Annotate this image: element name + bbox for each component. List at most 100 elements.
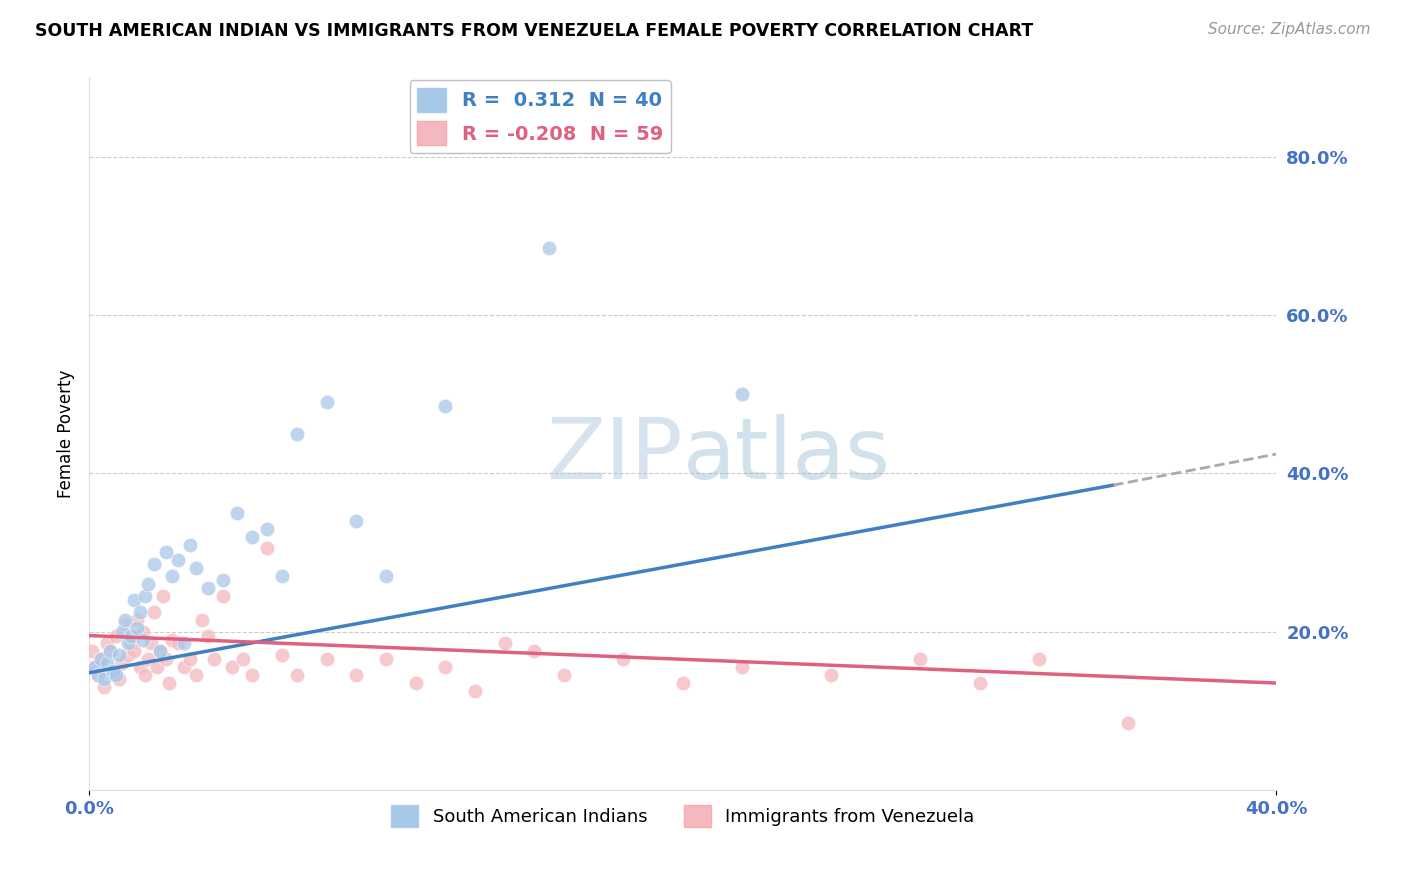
Point <box>90 652 112 666</box>
Point <box>125 613 148 627</box>
Point <box>134 668 156 682</box>
Text: ZIP: ZIP <box>547 414 683 497</box>
Text: Source: ZipAtlas.com: Source: ZipAtlas.com <box>1208 22 1371 37</box>
Point <box>315 652 337 666</box>
Point <box>523 644 546 658</box>
Point <box>114 616 136 631</box>
Point <box>98 644 121 658</box>
Point <box>120 636 142 650</box>
Point <box>117 636 139 650</box>
Point <box>434 399 457 413</box>
Y-axis label: Female Poverty: Female Poverty <box>58 369 75 498</box>
Point <box>405 676 427 690</box>
Point <box>374 569 396 583</box>
Point <box>98 644 121 658</box>
Point <box>202 652 225 666</box>
Point <box>538 241 561 255</box>
Text: SOUTH AMERICAN INDIAN VS IMMIGRANTS FROM VENEZUELA FEMALE POVERTY CORRELATION CH: SOUTH AMERICAN INDIAN VS IMMIGRANTS FROM… <box>35 22 1033 40</box>
Point <box>138 652 160 666</box>
Point <box>125 621 148 635</box>
Point <box>104 628 127 642</box>
Point <box>114 613 136 627</box>
Point <box>93 672 115 686</box>
Point <box>131 632 153 647</box>
Point <box>256 522 278 536</box>
Legend: South American Indians, Immigrants from Venezuela: South American Indians, Immigrants from … <box>384 797 981 834</box>
Point <box>184 668 207 682</box>
Point <box>157 676 180 690</box>
Point <box>120 628 142 642</box>
Point <box>494 636 516 650</box>
Point <box>167 553 190 567</box>
Point <box>1028 652 1050 666</box>
Point <box>167 636 190 650</box>
Point <box>240 530 263 544</box>
Point <box>138 577 160 591</box>
Point <box>149 644 172 658</box>
Point <box>160 569 183 583</box>
Point <box>211 589 233 603</box>
Point <box>1116 715 1139 730</box>
Point <box>104 668 127 682</box>
Point <box>149 644 172 658</box>
Point <box>731 660 754 674</box>
Point <box>191 613 214 627</box>
Point <box>672 676 695 690</box>
Point <box>141 636 163 650</box>
Point <box>315 395 337 409</box>
Point <box>111 624 134 639</box>
Point <box>117 648 139 663</box>
Point <box>173 636 195 650</box>
Point <box>374 652 396 666</box>
Point <box>434 660 457 674</box>
Point <box>134 589 156 603</box>
Point <box>285 668 308 682</box>
Point <box>107 672 129 686</box>
Point <box>87 668 110 682</box>
Point <box>122 644 145 658</box>
Point <box>160 632 183 647</box>
Point <box>155 652 177 666</box>
Point <box>93 680 115 694</box>
Point <box>173 660 195 674</box>
Point <box>232 652 254 666</box>
Point <box>143 558 166 572</box>
Point <box>90 652 112 666</box>
Point <box>344 514 367 528</box>
Point <box>96 636 118 650</box>
Point <box>612 652 634 666</box>
Point <box>128 660 150 674</box>
Point <box>731 387 754 401</box>
Point <box>344 668 367 682</box>
Point <box>146 660 169 674</box>
Point <box>197 581 219 595</box>
Point <box>101 664 124 678</box>
Point <box>152 589 174 603</box>
Point <box>155 545 177 559</box>
Point <box>131 624 153 639</box>
Point <box>211 573 233 587</box>
Point <box>179 537 201 551</box>
Point <box>143 605 166 619</box>
Point <box>107 648 129 663</box>
Point <box>969 676 991 690</box>
Point <box>285 426 308 441</box>
Point <box>226 506 249 520</box>
Point <box>910 652 932 666</box>
Point <box>221 660 243 674</box>
Point <box>179 652 201 666</box>
Point <box>80 644 103 658</box>
Point <box>240 668 263 682</box>
Point <box>256 541 278 556</box>
Point <box>84 660 107 674</box>
Point <box>464 684 486 698</box>
Point <box>122 593 145 607</box>
Point <box>111 657 134 671</box>
Point <box>184 561 207 575</box>
Point <box>128 605 150 619</box>
Text: atlas: atlas <box>683 414 891 497</box>
Point <box>271 569 294 583</box>
Point <box>87 668 110 682</box>
Point <box>271 648 294 663</box>
Point <box>197 628 219 642</box>
